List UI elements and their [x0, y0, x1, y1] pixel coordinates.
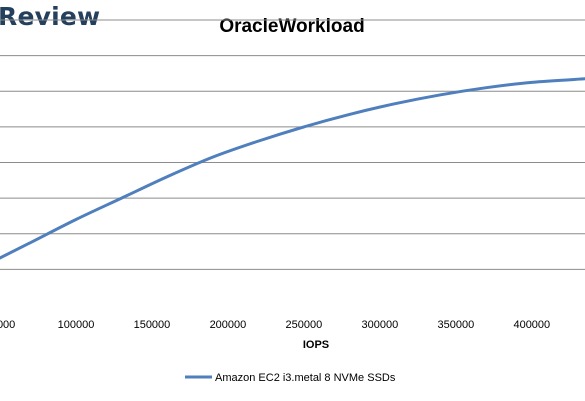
chart-title: OracleWorkload [219, 16, 364, 37]
x-tick-labels: 50000 100000 150000 200000 250000 300000 35000… [0, 319, 550, 331]
legend: Amazon EC2 i3.metal 8 NVMe SSDs [185, 372, 396, 384]
x-tick-label: 400000 [513, 319, 550, 331]
x-tick-label: 150000 [134, 319, 171, 331]
x-tick-label: 300000 [362, 319, 399, 331]
x-axis-label: IOPS [303, 339, 329, 351]
x-tick-label: 250000 [286, 319, 323, 331]
x-tick-label: 200000 [210, 319, 247, 331]
series-layer [0, 77, 585, 260]
x-tick-label: 100000 [58, 319, 95, 331]
x-tick-label: 350000 [437, 319, 474, 331]
gridlines [0, 19, 585, 270]
legend-label: Amazon EC2 i3.metal 8 NVMe SSDs [215, 372, 396, 384]
brand-logo: Review [0, 2, 101, 31]
x-tick-label: 50000 [0, 319, 15, 331]
series-line-1 [0, 77, 585, 260]
